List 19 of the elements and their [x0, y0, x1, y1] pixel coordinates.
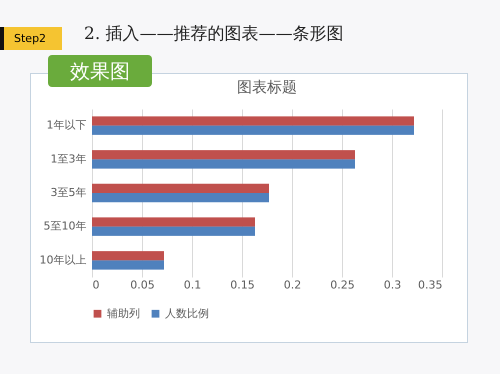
- x-tick-label: 0.35: [418, 278, 442, 292]
- y-tick-label: 1至3年: [50, 152, 86, 166]
- y-tick-label: 5至10年: [44, 220, 86, 233]
- x-tick-label: 0.2: [284, 278, 302, 292]
- x-tick-label: 0.15: [230, 278, 255, 292]
- x-tick-label: 0.05: [130, 278, 155, 292]
- x-tick-label: 0: [92, 278, 100, 292]
- legend-label: 人数比例: [165, 306, 209, 320]
- x-tick-label: 0.25: [330, 278, 355, 292]
- text: Step2: [0, 27, 62, 50]
- text: 2. 插入——推荐的图表——条形图: [84, 23, 344, 45]
- y-tick-label: 3至5年: [50, 186, 86, 199]
- y-tick-label: 10年以上: [40, 253, 86, 266]
- legend-label: 辅助列: [107, 306, 140, 320]
- x-tick-label: 0.3: [384, 278, 402, 292]
- y-tick-label: 1年以下: [46, 118, 86, 132]
- chart-title: 图表标题: [237, 78, 297, 96]
- text: 效果图: [48, 55, 152, 87]
- x-tick-label: 0.1: [184, 278, 202, 292]
